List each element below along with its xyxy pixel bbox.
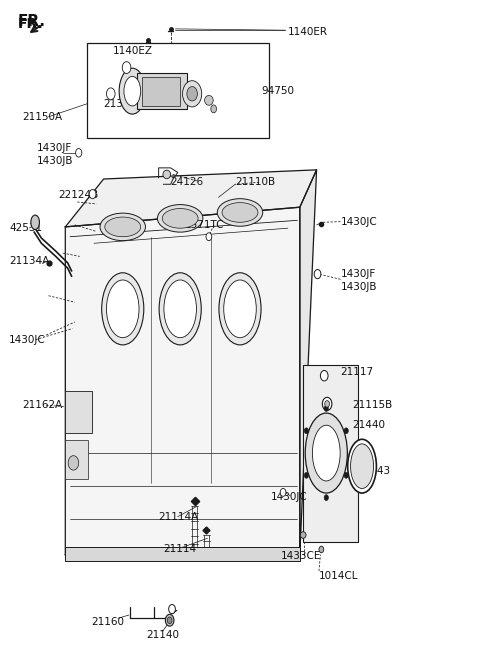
Ellipse shape xyxy=(324,401,329,407)
Text: FR.: FR. xyxy=(17,16,43,31)
Ellipse shape xyxy=(124,76,141,106)
Ellipse shape xyxy=(68,456,79,470)
Ellipse shape xyxy=(324,405,328,411)
Ellipse shape xyxy=(168,604,175,614)
Ellipse shape xyxy=(167,617,172,623)
Ellipse shape xyxy=(211,105,216,113)
Text: 1430JB: 1430JB xyxy=(340,283,377,292)
Ellipse shape xyxy=(157,204,203,232)
Ellipse shape xyxy=(350,444,373,488)
Ellipse shape xyxy=(280,488,286,496)
Text: 21150A: 21150A xyxy=(22,112,62,122)
Text: 21117: 21117 xyxy=(340,367,373,377)
Bar xyxy=(137,73,187,109)
Ellipse shape xyxy=(324,495,328,501)
Ellipse shape xyxy=(348,440,376,493)
Ellipse shape xyxy=(163,170,170,179)
Text: 24126: 24126 xyxy=(170,177,204,187)
Text: 1430JC: 1430JC xyxy=(9,334,46,345)
Bar xyxy=(65,391,92,434)
Polygon shape xyxy=(65,207,300,555)
Text: 21353R: 21353R xyxy=(104,99,144,108)
Ellipse shape xyxy=(165,614,174,626)
Ellipse shape xyxy=(321,371,328,381)
Ellipse shape xyxy=(159,273,201,345)
Text: 1430JC: 1430JC xyxy=(271,492,308,502)
Text: 21115B: 21115B xyxy=(352,400,393,410)
Bar xyxy=(65,547,300,561)
Ellipse shape xyxy=(312,425,340,481)
Ellipse shape xyxy=(219,273,261,345)
Bar xyxy=(142,77,180,106)
Bar xyxy=(303,365,358,541)
Ellipse shape xyxy=(300,532,306,538)
Text: 21114: 21114 xyxy=(163,545,196,555)
Text: 1140EZ: 1140EZ xyxy=(113,46,153,57)
Ellipse shape xyxy=(105,217,141,237)
Text: 21140: 21140 xyxy=(147,629,180,640)
Text: FR.: FR. xyxy=(17,14,46,29)
Text: 22124B: 22124B xyxy=(58,191,98,200)
Bar xyxy=(87,43,269,139)
Text: 1430JF: 1430JF xyxy=(340,269,376,279)
Ellipse shape xyxy=(323,397,332,411)
Text: 42531: 42531 xyxy=(9,223,42,233)
Text: 1571TC: 1571TC xyxy=(185,220,225,230)
Ellipse shape xyxy=(222,202,258,222)
Text: 21162A: 21162A xyxy=(22,400,62,410)
Ellipse shape xyxy=(107,280,139,338)
Ellipse shape xyxy=(319,546,324,553)
Ellipse shape xyxy=(75,148,82,157)
Text: 1140ER: 1140ER xyxy=(288,26,328,37)
Ellipse shape xyxy=(102,273,144,345)
Text: 21114A: 21114A xyxy=(158,512,199,522)
Ellipse shape xyxy=(204,95,213,105)
Ellipse shape xyxy=(164,280,196,338)
Ellipse shape xyxy=(122,62,131,74)
Text: 1430JB: 1430JB xyxy=(36,156,73,166)
Ellipse shape xyxy=(119,68,145,114)
Text: 1433CE: 1433CE xyxy=(281,551,321,561)
Text: 21134A: 21134A xyxy=(9,256,49,266)
Ellipse shape xyxy=(304,472,309,478)
Ellipse shape xyxy=(344,472,348,478)
Text: 21160: 21160 xyxy=(92,616,125,627)
Text: 21440: 21440 xyxy=(352,420,385,430)
Text: 94750: 94750 xyxy=(262,85,295,95)
Bar xyxy=(65,440,88,480)
Ellipse shape xyxy=(89,189,96,198)
Ellipse shape xyxy=(304,428,309,434)
Text: 21443: 21443 xyxy=(357,466,390,476)
Polygon shape xyxy=(300,170,317,555)
Ellipse shape xyxy=(206,233,212,240)
Ellipse shape xyxy=(182,81,202,107)
Ellipse shape xyxy=(224,280,256,338)
Ellipse shape xyxy=(305,413,348,493)
Ellipse shape xyxy=(187,87,197,101)
Ellipse shape xyxy=(107,88,115,100)
Ellipse shape xyxy=(344,428,348,434)
Text: 1014CL: 1014CL xyxy=(319,571,359,581)
Ellipse shape xyxy=(100,213,145,240)
Ellipse shape xyxy=(162,208,198,228)
Ellipse shape xyxy=(31,215,39,229)
Text: 1430JC: 1430JC xyxy=(340,217,377,227)
Ellipse shape xyxy=(217,198,263,226)
Polygon shape xyxy=(65,170,317,227)
Text: 1430JF: 1430JF xyxy=(36,143,72,153)
Ellipse shape xyxy=(314,269,321,279)
Text: 21110B: 21110B xyxy=(235,177,276,187)
